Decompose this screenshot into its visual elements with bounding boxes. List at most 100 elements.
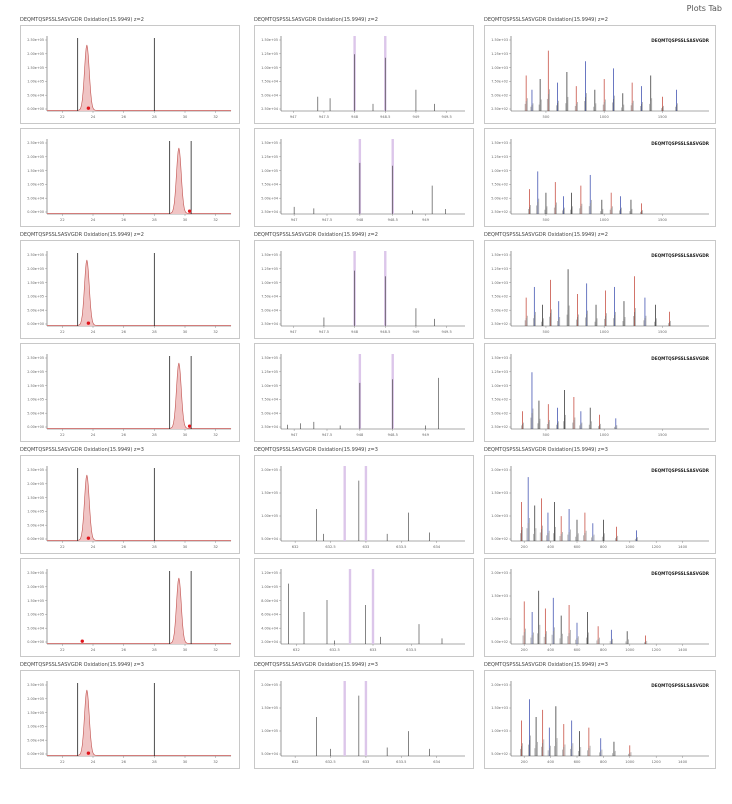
sequence-label: DEQMTQSPSSLSASVGDR [651, 683, 710, 688]
y-tick-label: 5.00e+02 [491, 93, 508, 97]
y-tick-label: 1.50e+05 [27, 281, 44, 285]
xic-trace [47, 689, 232, 757]
y-tick-label: 5.00e+04 [27, 411, 44, 415]
x-tick-label: 26 [121, 648, 126, 652]
x-tick-label: 949 [422, 433, 430, 437]
x-tick-label: 200 [521, 545, 529, 549]
y-tick-label: 2.00e+05 [27, 52, 44, 56]
xic-trace [47, 147, 232, 215]
y-tick-label: 5.00e+02 [491, 411, 508, 415]
x-tick-label: 26 [121, 433, 126, 437]
x-tick-label: 949.5 [441, 115, 451, 119]
x-tick-label: 28 [152, 433, 157, 437]
isotope-row3-svg: 1.50e+05 1.25e+05 1.00e+05 7.50e+04 5.00e+04… [261, 251, 465, 334]
y-tick-label: 1.25e+05 [261, 267, 278, 271]
x-tick-label: 30 [183, 760, 188, 764]
y-tick-label: 1.00e+05 [27, 80, 44, 84]
x-tick-label: 24 [91, 760, 96, 764]
x-tick-label: 634 [433, 545, 441, 549]
y-tick-label: 2.50e+05 [27, 468, 44, 472]
y-tick-label: 1.00e+05 [27, 295, 44, 299]
x-tick-label: 1400 [678, 648, 688, 652]
isotope-row2: 1.50e+05 1.25e+05 1.00e+05 7.50e+04 5.00e+04… [254, 128, 474, 227]
xic-row5-svg: 2.50e+05 2.00e+05 1.50e+05 1.00e+05 5.00e+04… [27, 466, 232, 549]
x-tick-label: 600 [574, 545, 582, 549]
ms2-row6-svg: 2.00e+03 1.50e+03 1.00e+03 5.00e+02 200 400 60… [491, 569, 710, 652]
x-tick-label: 1200 [652, 648, 662, 652]
y-tick-label: 7.50e+02 [491, 183, 508, 187]
x-tick-label: 28 [152, 648, 157, 652]
isotope-row7: 2.00e+05 1.50e+05 1.00e+05 5.00e+04 632 632.5… [254, 670, 474, 769]
x-tick-label: 947 [291, 433, 298, 437]
ms2-row7-svg: 2.00e+03 1.50e+03 1.00e+03 5.00e+02 200 400 60… [491, 681, 710, 764]
y-tick-label: 1.50e+03 [491, 356, 508, 360]
x-tick-label: 32 [213, 545, 218, 549]
xic-row7: 2.50e+05 2.00e+05 1.50e+05 1.00e+05 5.00e+04… [20, 670, 240, 769]
y-tick-label: 1.25e+03 [491, 370, 508, 374]
isotope-highlight [343, 681, 346, 756]
x-tick-label: 28 [152, 760, 157, 764]
x-tick-label: 632 [293, 648, 300, 652]
x-tick-label: 400 [547, 648, 555, 652]
x-tick-label: 600 [574, 648, 582, 652]
ms2-row1-svg: 1.50e+03 1.25e+03 1.00e+03 7.50e+02 5.00e+02… [491, 36, 710, 119]
y-tick-label: 5.00e+04 [261, 93, 278, 97]
x-tick-label: 26 [121, 760, 126, 764]
apex-marker [86, 751, 91, 755]
x-tick-label: 32 [213, 115, 218, 119]
y-tick-label: 5.00e+02 [491, 537, 508, 541]
y-tick-label: 2.00e+05 [27, 267, 44, 271]
sequence-label: DEQMTQSPSSLSASVGDR [651, 141, 710, 146]
xic-area [47, 259, 231, 326]
x-tick-label: 949 [413, 115, 421, 119]
sequence-label: DEQMTQSPSSLSASVGDR [651, 38, 710, 43]
xic-row4-svg: 2.50e+05 2.00e+05 1.50e+05 1.00e+05 5.00e+04… [27, 354, 232, 437]
y-tick-label: 0.00e+00 [27, 322, 44, 326]
ms2-row1: 1.50e+03 1.25e+03 1.00e+03 7.50e+02 5.00e+02… [484, 25, 716, 124]
x-tick-label: 1200 [652, 545, 662, 549]
sequence-label: DEQMTQSPSSLSASVGDR [651, 468, 710, 473]
x-tick-label: 28 [152, 115, 157, 119]
x-tick-label: 1500 [658, 433, 668, 437]
y-tick-label: 1.50e+05 [261, 356, 278, 360]
ms2-row3-svg: 1.50e+03 1.25e+03 1.00e+03 7.50e+02 5.00e+02… [491, 251, 710, 334]
x-tick-label: 949 [413, 330, 421, 334]
peptide-header: DEQMTQSPSSLSASVGDR Oxidation(15.9949) z=… [254, 232, 378, 238]
y-tick-label: 2.00e+05 [27, 155, 44, 159]
y-tick-label: 1.50e+05 [261, 491, 278, 495]
xic-row1: 2.50e+05 2.00e+05 1.50e+05 1.00e+05 5.00e+04… [20, 25, 240, 124]
x-tick-label: 1000 [625, 648, 635, 652]
y-tick-label: 0.00e+00 [27, 425, 44, 429]
y-tick-label: 1.00e+03 [491, 66, 508, 70]
peptide-header: DEQMTQSPSSLSASVGDR Oxidation(15.9949) z=… [484, 662, 608, 668]
y-tick-label: 5.00e+04 [261, 752, 278, 756]
isotope-row1-svg: 1.50e+05 1.25e+05 1.00e+05 7.50e+04 5.00e+04… [261, 36, 465, 119]
x-tick-label: 1000 [600, 218, 610, 222]
y-tick-label: 2.50e+04 [261, 210, 278, 214]
x-tick-label: 26 [121, 218, 126, 222]
y-tick-label: 5.00e+04 [27, 626, 44, 630]
y-tick-label: 7.50e+04 [261, 183, 278, 187]
y-tick-label: 2.50e+05 [27, 253, 44, 257]
apex-marker [187, 209, 192, 213]
x-tick-label: 949.5 [441, 330, 451, 334]
y-tick-label: 2.00e+05 [27, 697, 44, 701]
x-tick-label: 947.5 [322, 218, 332, 222]
y-tick-label: 1.20e+05 [261, 571, 278, 575]
x-tick-label: 947 [290, 330, 297, 334]
sequence-label: DEQMTQSPSSLSASVGDR [651, 253, 710, 258]
y-tick-label: 5.00e+04 [27, 738, 44, 742]
x-tick-label: 948 [351, 115, 359, 119]
y-tick-label: 1.00e+05 [27, 725, 44, 729]
y-tick-label: 1.25e+03 [491, 267, 508, 271]
y-tick-label: 5.00e+04 [261, 308, 278, 312]
y-tick-label: 2.50e+04 [261, 425, 278, 429]
x-tick-label: 22 [60, 760, 65, 764]
ms2-row4: 1.50e+03 1.25e+03 1.00e+03 7.50e+02 5.00e+02… [484, 343, 716, 442]
x-tick-label: 948 [356, 218, 364, 222]
y-tick-label: 5.00e+04 [27, 196, 44, 200]
x-tick-label: 633.5 [396, 545, 406, 549]
y-tick-label: 7.50e+04 [261, 295, 278, 299]
y-tick-label: 5.00e+04 [261, 537, 278, 541]
